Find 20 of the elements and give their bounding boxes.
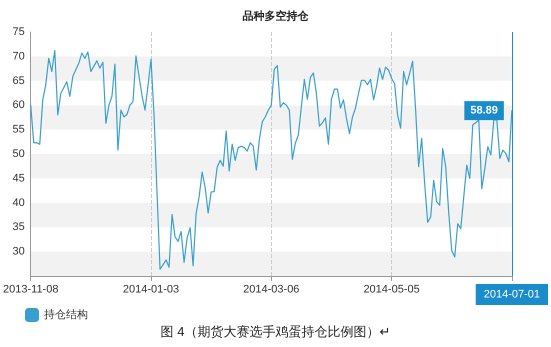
y-tick-label: 70	[12, 50, 25, 62]
chart-title: 品种多空持仓	[242, 10, 310, 22]
x-tick-label: 2014-05-05	[363, 284, 420, 296]
x-tick-label: 2014-07-01	[484, 288, 540, 300]
y-tick-label: 60	[12, 99, 25, 112]
x-tick-label: 2014-01-03	[122, 284, 180, 296]
line-series	[30, 50, 512, 270]
x-tick-label: 2014-03-06	[243, 284, 300, 296]
legend-label: 持仓结构	[44, 308, 88, 321]
y-tick-label: 35	[12, 221, 25, 234]
y-tick-label: 50	[12, 148, 25, 160]
y-tick-label: 75	[12, 26, 25, 38]
y-tick-label: 30	[12, 246, 25, 258]
data-label: 58.89	[470, 104, 498, 117]
y-tick-label: 40	[12, 196, 25, 209]
y-tick-label: 65	[12, 74, 25, 87]
caption: 图 4（期货大赛选手鸡蛋持仓比例图）↵	[160, 324, 390, 339]
x-tick-label: 2013-11-08	[3, 284, 58, 296]
y-tick-label: 45	[12, 172, 25, 184]
y-tick-label: 55	[12, 124, 25, 136]
